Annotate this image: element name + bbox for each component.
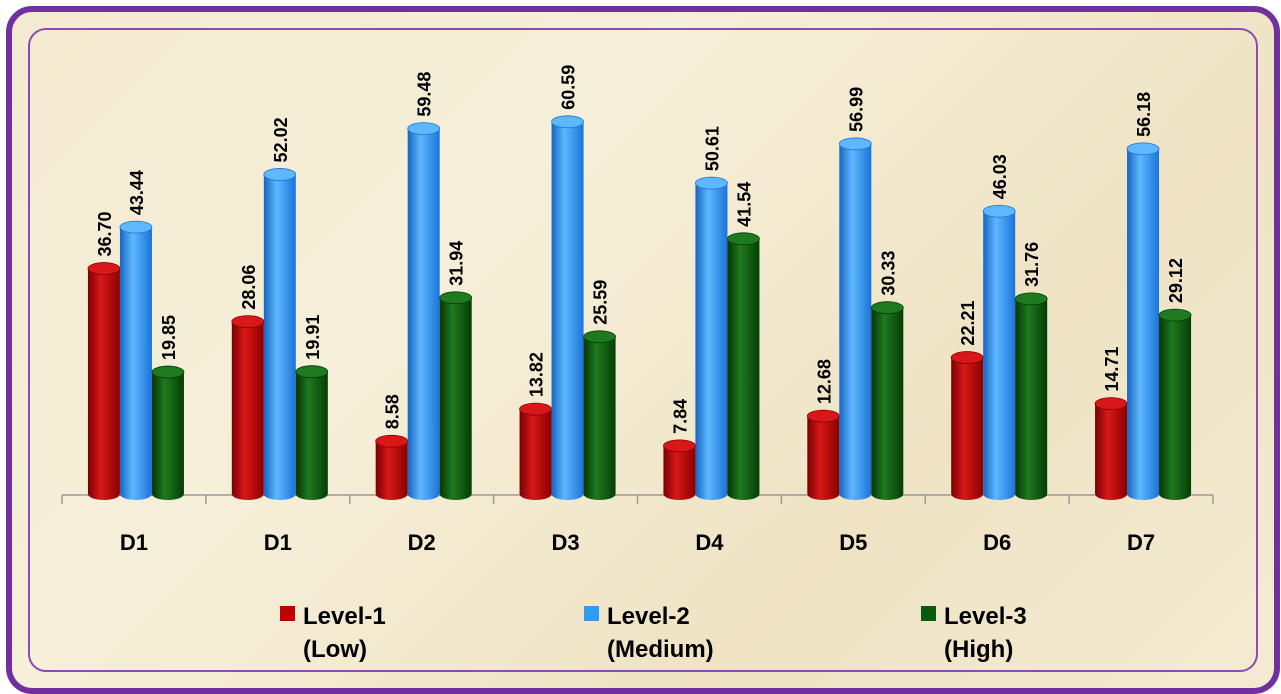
data-label: 43.44 [127,170,147,215]
data-label: 14.71 [1102,347,1122,392]
bar-2-4 [551,115,584,500]
data-label: 28.06 [239,265,259,310]
legend-swatch-level-1 [280,606,295,621]
category-labels-layer: D1 D1 D2 D3 D4 D5 D6 D7 [120,530,1155,555]
data-label: 52.02 [271,117,291,162]
data-label: 60.59 [559,65,579,110]
bar-1-7 [950,351,984,500]
data-label: 56.18 [1134,92,1154,137]
legend-label-level-3: Level-3 [944,603,1027,630]
bar-1-4 [519,402,552,500]
bar-2-7 [982,204,1016,500]
data-label: 31.94 [447,241,467,286]
bar-1-8 [1094,397,1128,500]
bar-2-3 [407,122,441,500]
data-label: 41.54 [734,182,754,227]
legend-sublabel-level-1: (Low) [303,636,367,663]
bars-layer [87,115,1192,501]
legend-sublabel-level-2: (Medium) [607,636,714,663]
legend-item-level-2: Level-2 (Medium) [584,600,714,666]
chart-inner-border [28,28,1258,672]
data-label: 12.68 [814,359,834,404]
data-label: 19.85 [159,315,179,360]
bar-3-2 [295,365,329,500]
category-label: D3 [552,530,580,555]
bar-3-7 [1014,292,1048,500]
bar-2-1 [119,220,153,500]
bar-1-6 [806,409,840,500]
bar-1-1 [87,262,121,500]
data-label: 50.61 [702,126,722,171]
category-label: D1 [264,530,292,555]
data-label: 29.12 [1166,258,1186,303]
data-label: 56.99 [846,87,866,132]
legend-item-level-3: Level-3 (High) [921,600,1027,666]
data-label: 8.58 [383,394,403,429]
bar-2-5 [695,176,728,501]
legend-label-level-1: Level-1 [303,603,386,630]
bar-3-8 [1158,308,1192,500]
legend-swatch-level-2 [584,606,599,621]
bar-3-4 [583,330,616,500]
legend-sublabel-level-3: (High) [944,636,1014,663]
legend-swatch-level-3 [921,606,936,621]
data-label: 30.33 [878,251,898,296]
data-labels-layer: 36.70 43.44 19.85 28.06 52.02 19.91 8.58 59.48 3… [95,65,1186,434]
data-label: 13.82 [527,352,547,397]
bar-2-6 [838,137,872,500]
category-label: D5 [839,530,867,555]
data-label: 7.84 [670,399,690,434]
chart-frame [6,6,1280,694]
category-label: D6 [983,530,1011,555]
bar-3-1 [151,365,185,500]
bar-1-3 [375,434,409,500]
data-label: 36.70 [95,212,115,257]
bar-3-3 [439,291,473,500]
category-label: D1 [120,530,148,555]
legend-item-level-1: Level-1 (Low) [280,600,386,666]
legend-label-level-2: Level-2 [607,603,690,630]
category-label: D4 [695,530,724,555]
category-label: D2 [408,530,436,555]
bar-3-6 [870,301,904,500]
bar-2-2 [263,168,297,500]
data-label: 46.03 [990,154,1010,199]
category-label: D7 [1127,530,1155,555]
bar-1-2 [231,315,265,500]
bar-1-5 [663,439,696,500]
bar-3-5 [727,232,760,500]
data-label: 31.76 [1022,242,1042,287]
data-label: 59.48 [415,72,435,117]
bar-2-8 [1126,142,1160,500]
data-label: 25.59 [591,280,611,325]
data-label: 19.91 [303,315,323,360]
data-label: 22.21 [958,301,978,346]
